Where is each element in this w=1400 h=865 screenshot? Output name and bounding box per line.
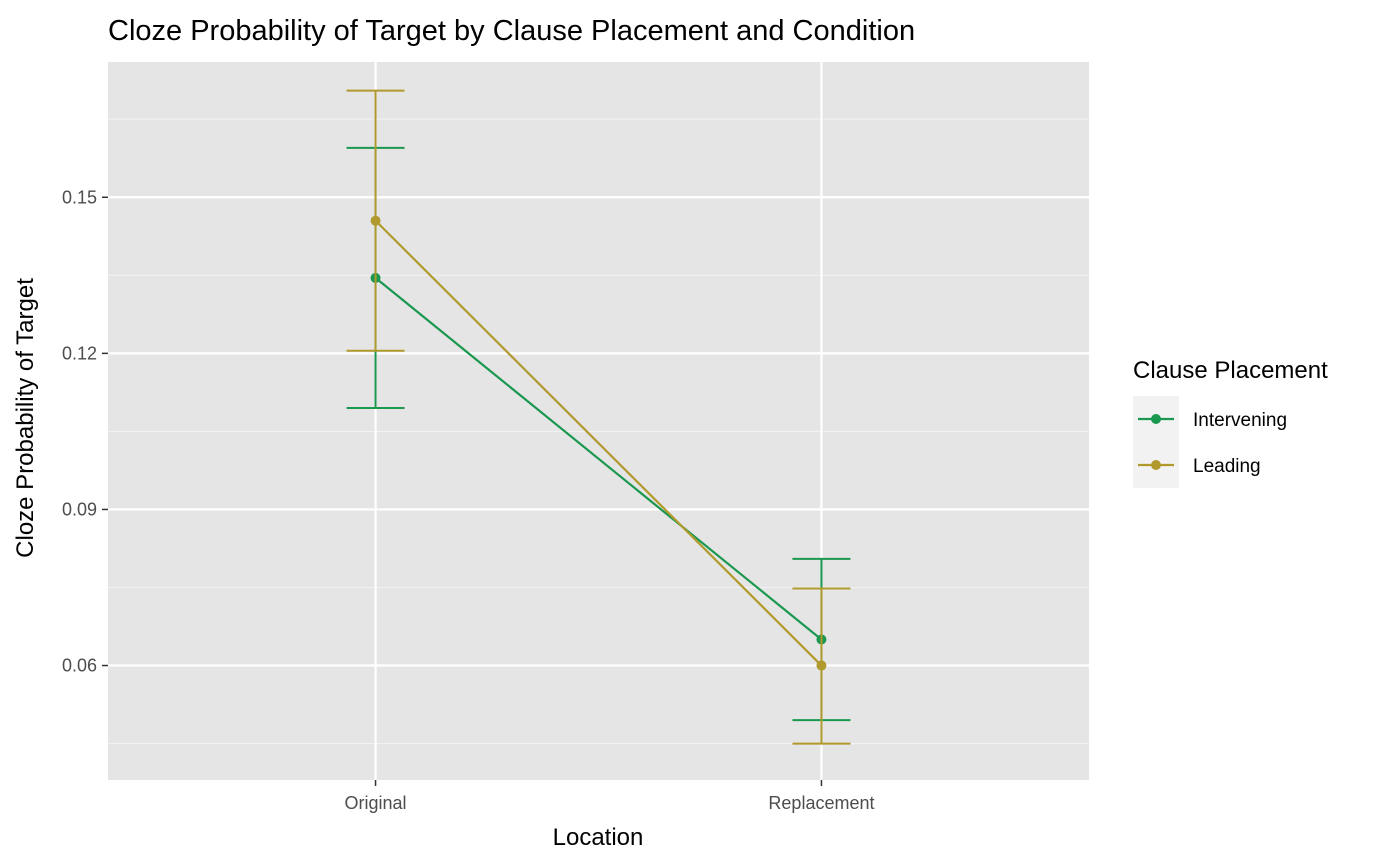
data-point-leading	[816, 660, 827, 671]
data-point-leading	[370, 215, 381, 226]
legend: Clause Placement Intervening Leading	[1133, 357, 1328, 488]
legend-key-background	[1133, 396, 1179, 488]
plot-panel	[108, 62, 1089, 780]
series-line-intervening	[374, 277, 823, 641]
y-tick-label: 0.09	[62, 499, 97, 519]
x-axis-title: Location	[553, 824, 644, 851]
series-line-leading	[374, 219, 823, 667]
legend-title: Clause Placement	[1133, 357, 1328, 384]
y-axis-title: Cloze Probability of Target	[12, 278, 39, 558]
data-series	[346, 89, 851, 745]
chart-title: Cloze Probability of Target by Clause Pl…	[108, 15, 915, 47]
legend-key-point-intervening	[1151, 414, 1161, 424]
legend-label-intervening: Intervening	[1193, 410, 1287, 431]
x-axis-ticks: Original Replacement	[345, 780, 874, 813]
y-tick-label: 0.12	[62, 343, 97, 363]
x-tick-label: Original	[345, 793, 407, 813]
y-tick-label: 0.15	[62, 187, 97, 207]
series-leading	[346, 89, 851, 745]
major-gridlines	[108, 62, 1089, 780]
minor-gridlines	[108, 118, 1089, 745]
x-tick-label: Replacement	[768, 793, 874, 813]
y-tick-label: 0.06	[62, 656, 97, 676]
legend-label-leading: Leading	[1193, 456, 1261, 477]
y-axis-ticks: 0.06 0.09 0.12 0.15	[62, 187, 108, 676]
legend-key-point-leading	[1151, 460, 1161, 470]
